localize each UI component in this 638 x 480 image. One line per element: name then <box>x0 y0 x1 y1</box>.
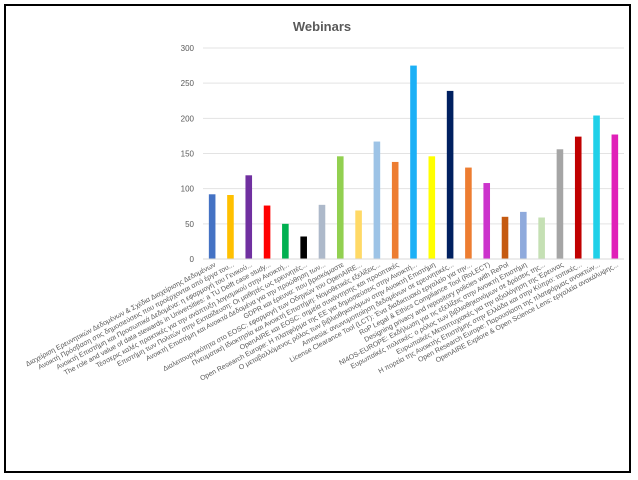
y-axis-ticks: 0 50 100 150 200 250 300 <box>181 44 195 264</box>
bar <box>483 183 491 259</box>
bar <box>428 156 436 259</box>
bar <box>611 134 619 259</box>
bar <box>465 167 472 259</box>
y-tick-label: 200 <box>181 114 195 123</box>
bar <box>227 194 234 259</box>
bar <box>373 141 381 259</box>
y-tick-label: 0 <box>190 255 195 264</box>
bar <box>336 156 344 259</box>
y-tick-label: 100 <box>181 185 195 194</box>
y-tick-label: 50 <box>185 220 194 229</box>
bar <box>593 115 600 260</box>
chart-frame: Webinars 0 50 100 150 200 250 300 Διαχείριση Ε… <box>4 4 631 473</box>
webinars-chart: Webinars 0 50 100 150 200 250 300 Διαχείριση Ε… <box>24 19 624 383</box>
y-tick-label: 300 <box>181 44 195 53</box>
bar <box>556 149 564 259</box>
bars <box>208 65 619 260</box>
bar <box>208 194 216 259</box>
bar <box>410 65 417 259</box>
bar <box>245 175 253 259</box>
bar <box>282 223 289 259</box>
category-labels: Διαχείριση Ερευνητικών Δεδομένων & Σχέδι… <box>24 260 619 382</box>
bar <box>355 210 362 259</box>
bar <box>501 216 509 259</box>
bar <box>391 161 399 259</box>
bar <box>574 136 582 259</box>
y-tick-label: 250 <box>181 79 195 88</box>
bar <box>263 205 271 259</box>
chart-title: Webinars <box>293 19 351 34</box>
bar <box>520 211 527 259</box>
y-tick-label: 150 <box>181 150 195 159</box>
bar <box>446 90 454 259</box>
bar <box>538 217 545 259</box>
bar <box>300 236 307 259</box>
bar <box>318 204 326 259</box>
